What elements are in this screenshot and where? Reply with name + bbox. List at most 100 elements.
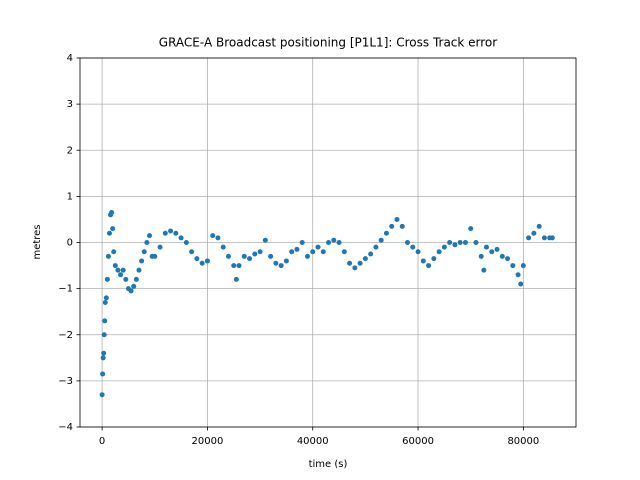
point <box>178 235 184 241</box>
point <box>105 253 111 259</box>
point <box>283 258 289 264</box>
point <box>352 265 358 271</box>
y-tick-label: −3 <box>58 376 73 387</box>
point <box>415 249 421 255</box>
x-tick-label: 20000 <box>192 436 224 447</box>
point <box>536 223 542 229</box>
point <box>478 253 484 259</box>
point <box>241 253 247 259</box>
point <box>199 260 205 266</box>
point <box>447 240 453 245</box>
point <box>210 233 216 239</box>
x-tick-label: 40000 <box>297 436 329 447</box>
point <box>115 267 121 273</box>
point <box>389 223 395 229</box>
point <box>420 258 426 264</box>
point <box>310 249 316 255</box>
point <box>526 235 532 241</box>
point <box>441 244 447 250</box>
point <box>102 318 108 324</box>
point <box>120 267 126 273</box>
point <box>320 249 326 255</box>
point <box>518 281 524 287</box>
point <box>489 249 495 255</box>
point <box>289 249 295 255</box>
point <box>103 295 109 301</box>
point <box>144 240 150 245</box>
y-tick-label: 0 <box>67 238 73 249</box>
point <box>273 260 279 266</box>
point <box>194 256 200 262</box>
point <box>473 240 479 245</box>
point <box>541 235 547 241</box>
point <box>362 256 368 262</box>
point <box>452 242 458 248</box>
point <box>336 240 342 245</box>
point <box>247 256 253 262</box>
y-tick-label: −2 <box>58 330 73 341</box>
point <box>110 226 116 232</box>
point <box>139 258 145 264</box>
point <box>268 253 274 259</box>
point <box>136 267 142 273</box>
point <box>147 233 153 239</box>
x-tick-label: 60000 <box>402 436 434 447</box>
point <box>141 249 147 255</box>
point <box>133 276 139 282</box>
point <box>99 392 105 398</box>
point <box>157 244 163 250</box>
y-tick-label: −4 <box>58 422 73 433</box>
x-axis-label: time (s) <box>309 459 348 470</box>
point <box>426 263 432 269</box>
y-tick-label: 4 <box>67 53 73 64</box>
point <box>100 355 106 361</box>
point <box>101 350 107 356</box>
point <box>183 240 189 245</box>
chart-title: GRACE-A Broadcast positioning [P1L1]: Cr… <box>159 36 497 50</box>
point <box>549 235 555 241</box>
point <box>357 260 363 266</box>
point <box>326 240 332 245</box>
point <box>278 263 284 269</box>
point <box>531 230 537 236</box>
point <box>510 263 516 269</box>
x-tick-label: 80000 <box>507 436 539 447</box>
point <box>468 226 474 232</box>
point <box>341 249 347 255</box>
point <box>215 235 221 241</box>
point <box>383 230 389 236</box>
point <box>405 240 411 245</box>
x-tick-label: 0 <box>99 436 105 447</box>
point <box>436 249 442 255</box>
point <box>233 276 239 282</box>
point <box>152 253 158 259</box>
y-tick-label: 3 <box>67 99 73 110</box>
point <box>252 251 258 257</box>
point <box>106 230 112 236</box>
point <box>462 240 468 245</box>
point <box>112 263 118 269</box>
point <box>304 253 310 259</box>
y-tick-label: 2 <box>67 145 73 156</box>
point <box>236 263 242 269</box>
point <box>457 240 463 245</box>
point <box>331 237 337 243</box>
point <box>173 230 179 236</box>
point <box>162 230 168 236</box>
point <box>123 276 129 282</box>
point <box>131 283 137 289</box>
point <box>294 246 300 252</box>
point <box>515 272 521 278</box>
y-tick-label: −1 <box>58 284 73 295</box>
point <box>231 263 237 269</box>
y-tick-label: 1 <box>67 191 73 202</box>
point <box>262 237 268 243</box>
point <box>520 263 526 269</box>
point <box>394 216 400 222</box>
points <box>99 210 555 398</box>
point <box>100 371 106 377</box>
point <box>315 244 321 250</box>
point <box>410 244 416 250</box>
point <box>505 256 511 262</box>
